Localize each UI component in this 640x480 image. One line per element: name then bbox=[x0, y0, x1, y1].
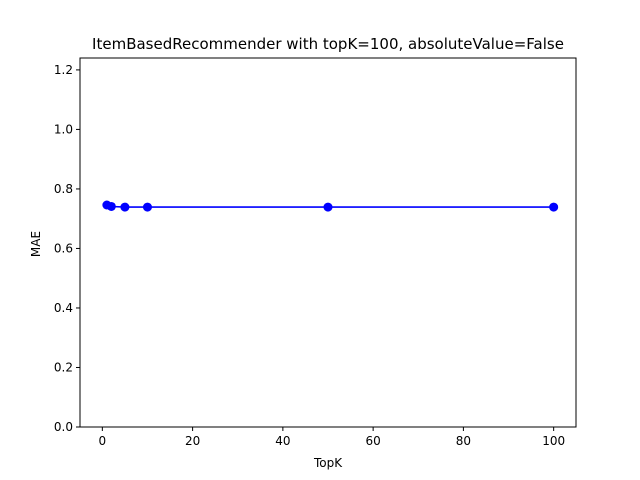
y-tick-label: 1.0 bbox=[54, 122, 73, 136]
x-axis-label: TopK bbox=[313, 456, 343, 470]
x-tick-label: 60 bbox=[365, 434, 380, 448]
x-tick-label: 0 bbox=[99, 434, 107, 448]
chart-title: ItemBasedRecommender with topK=100, abso… bbox=[92, 35, 564, 53]
data-point bbox=[120, 202, 130, 212]
y-tick-label: 0.6 bbox=[54, 241, 73, 255]
x-tick-label: 20 bbox=[185, 434, 200, 448]
y-tick-label: 0.0 bbox=[54, 420, 73, 434]
data-point bbox=[106, 201, 116, 211]
plot-frame bbox=[79, 57, 577, 428]
y-tick-label: 0.8 bbox=[54, 182, 73, 196]
plot-area: 0 20 40 60 80 100 0.0 0.2 0.4 0.6 0.8 1.0 1.2 bbox=[54, 57, 577, 448]
x-tick-label: 80 bbox=[456, 434, 471, 448]
data-point bbox=[142, 202, 152, 212]
x-tick-label: 40 bbox=[275, 434, 290, 448]
y-tick-label: 0.4 bbox=[54, 301, 73, 315]
y-tick-label: 0.2 bbox=[54, 360, 73, 374]
y-axis-label: MAE bbox=[29, 231, 43, 257]
y-tick-label: 1.2 bbox=[54, 63, 73, 77]
data-point bbox=[323, 202, 333, 212]
x-tick-label: 100 bbox=[542, 434, 565, 448]
data-point bbox=[549, 202, 559, 212]
